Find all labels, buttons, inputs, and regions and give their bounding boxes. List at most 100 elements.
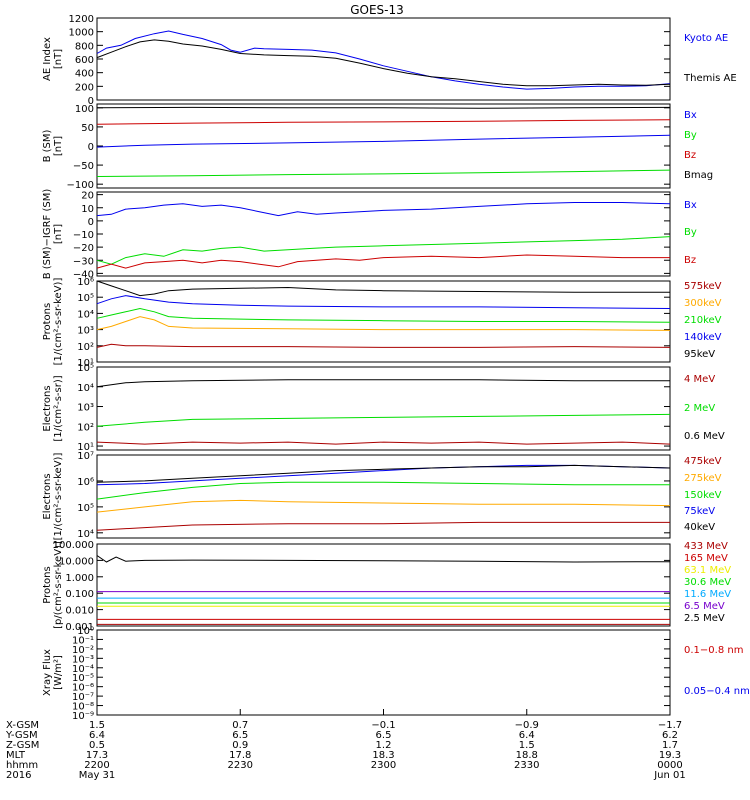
y-axis-label: Xray Flux: [42, 649, 53, 696]
x-column-value: May 31: [79, 770, 116, 781]
panel-frame: [96, 543, 671, 627]
x-column-value: −0.1: [371, 720, 395, 731]
y-tick-label: 10⁴: [77, 529, 94, 540]
y-tick-label: 10⁻²: [72, 645, 94, 656]
x-column-value: 1.5: [519, 740, 535, 751]
y-tick-label: 10⁻⁶: [72, 683, 94, 694]
legend-entry: 6.5 MeV: [684, 601, 725, 612]
series-line-140keV: [96, 295, 671, 309]
y-tick-label: 10³: [77, 326, 94, 337]
legend-entry: 2.5 MeV: [684, 613, 725, 624]
legend-entry: Bz: [684, 255, 696, 266]
y-tick-label: 100: [75, 104, 94, 115]
x-axis-table: X-GSMY-GSMZ-GSMMLThhmm20161.56.40.517.32…: [5, 709, 686, 781]
y-axis-label: [1/(cm²-s-sr)]: [53, 375, 64, 441]
panel-frame: [96, 17, 671, 101]
legend-entry: 63.1 MeV: [684, 565, 731, 576]
legend-entry: 0.1−0.8 nm: [684, 645, 743, 656]
y-tick-label: 10⁷: [77, 451, 94, 462]
y-tick-label: 50: [81, 123, 94, 134]
x-column-value: 6.2: [662, 730, 678, 741]
y-tick-label: 0: [88, 96, 94, 107]
panel-bsm: −100 −50 0 50 100 B (SM) [nT] Bx By Bz Bmag: [42, 103, 713, 191]
y-tick-label: 10⁶: [77, 477, 94, 488]
legend-entry: 275keV: [684, 473, 722, 484]
series-line-275keV: [96, 499, 671, 513]
y-tick-label: 1000: [69, 28, 94, 39]
y-axis-label: B (SM): [42, 129, 53, 162]
x-column-value: 18.8: [516, 750, 538, 761]
panel-frame: [96, 454, 671, 539]
series-line-0.6-MeV: [96, 379, 670, 388]
series-line-2.5-MeV: [96, 555, 671, 563]
y-axis-label: Protons: [42, 303, 53, 340]
legend-entry: 210keV: [684, 315, 722, 326]
legend-entry: 475keV: [684, 456, 722, 467]
series-line-Bx: [96, 134, 671, 148]
y-tick-label: 100.000: [53, 540, 94, 551]
x-row-label: hhmm: [6, 760, 38, 771]
x-column-value: 1.7: [662, 740, 678, 751]
y-tick-label: −100: [67, 180, 94, 191]
y-tick-label: 1200: [69, 14, 94, 25]
x-column-value: 17.3: [86, 750, 108, 761]
y-tick-label: 0.010: [65, 606, 94, 617]
y-tick-label: −40: [73, 269, 94, 280]
y-tick-label: −50: [73, 161, 94, 172]
panel-protons_lo: 10¹ 10² 10³ 10⁴ 10⁵ 10⁶ Protons [1/(cm²-s-sr-ke…: [42, 277, 722, 369]
legend-entry: 140keV: [684, 332, 722, 343]
series-line-Themis-AE: [96, 39, 671, 87]
y-tick-label: 10.000: [59, 556, 94, 567]
x-column-value: 19.3: [659, 750, 681, 761]
y-tick-label: 200: [75, 82, 94, 93]
legend-entry: Bmag: [684, 170, 713, 181]
legend-entry: 150keV: [684, 490, 722, 501]
y-axis-label: Protons: [42, 566, 53, 603]
legend-entry: 75keV: [684, 506, 715, 517]
y-tick-label: 10³: [77, 403, 94, 414]
x-column-value: 0000: [657, 760, 682, 771]
legend-entry: Bx: [684, 200, 697, 211]
y-tick-label: −20: [73, 243, 94, 254]
y-axis-label: [nT]: [53, 49, 64, 69]
plot-title: GOES-13: [350, 3, 404, 17]
x-column-value: 18.3: [372, 750, 394, 761]
legend-entry: 0.05−0.4 nm: [684, 686, 750, 697]
x-column-value: 0.9: [232, 740, 248, 751]
y-axis-label: [p/(cm²-s-sr-keV)]: [53, 541, 64, 629]
y-tick-label: 10⁻⁷: [72, 692, 94, 703]
panel-frame: [96, 191, 671, 277]
y-axis-label: [nT]: [53, 224, 64, 244]
x-column-value: 1.2: [376, 740, 392, 751]
x-column-value: 6.4: [89, 730, 105, 741]
series-line-Bx: [96, 202, 671, 217]
y-tick-label: 10⁻³: [72, 654, 94, 665]
series-line-150keV: [96, 481, 670, 500]
y-tick-label: 10⁵: [77, 293, 94, 304]
y-tick-label: 0.001: [65, 622, 94, 633]
y-tick-label: 10⁻¹: [72, 635, 94, 646]
x-column-value: 2330: [514, 760, 539, 771]
legend-entry: 575keV: [684, 281, 722, 292]
series-line-Bmag: [96, 106, 671, 109]
series-line-210keV: [96, 307, 671, 323]
panel-frame: [96, 366, 671, 451]
y-axis-label: AE Index: [42, 37, 53, 81]
y-axis-label: [nT]: [53, 136, 64, 156]
legend-entry: Themis AE: [683, 73, 737, 84]
x-column-value: 2200: [84, 760, 109, 771]
series-line-300keV: [96, 316, 671, 331]
y-tick-label: 0: [88, 142, 94, 153]
x-column-value: 0.5: [89, 740, 105, 751]
panel-protons_hi: 0.001 0.010 0.100 1.000 10.000 100.000 Protons…: [42, 540, 731, 633]
x-column-value: 6.4: [519, 730, 535, 741]
y-tick-label: 10⁴: [77, 309, 94, 320]
y-tick-label: 10⁻⁹: [72, 711, 94, 722]
legend-entry: 4 MeV: [684, 374, 715, 385]
legend-entry: Bx: [684, 110, 697, 121]
series-line-575keV: [96, 343, 671, 348]
y-axis-label: [1/(cm²-s-sr-keV)]: [53, 453, 64, 541]
x-column-value: −0.9: [515, 720, 539, 731]
